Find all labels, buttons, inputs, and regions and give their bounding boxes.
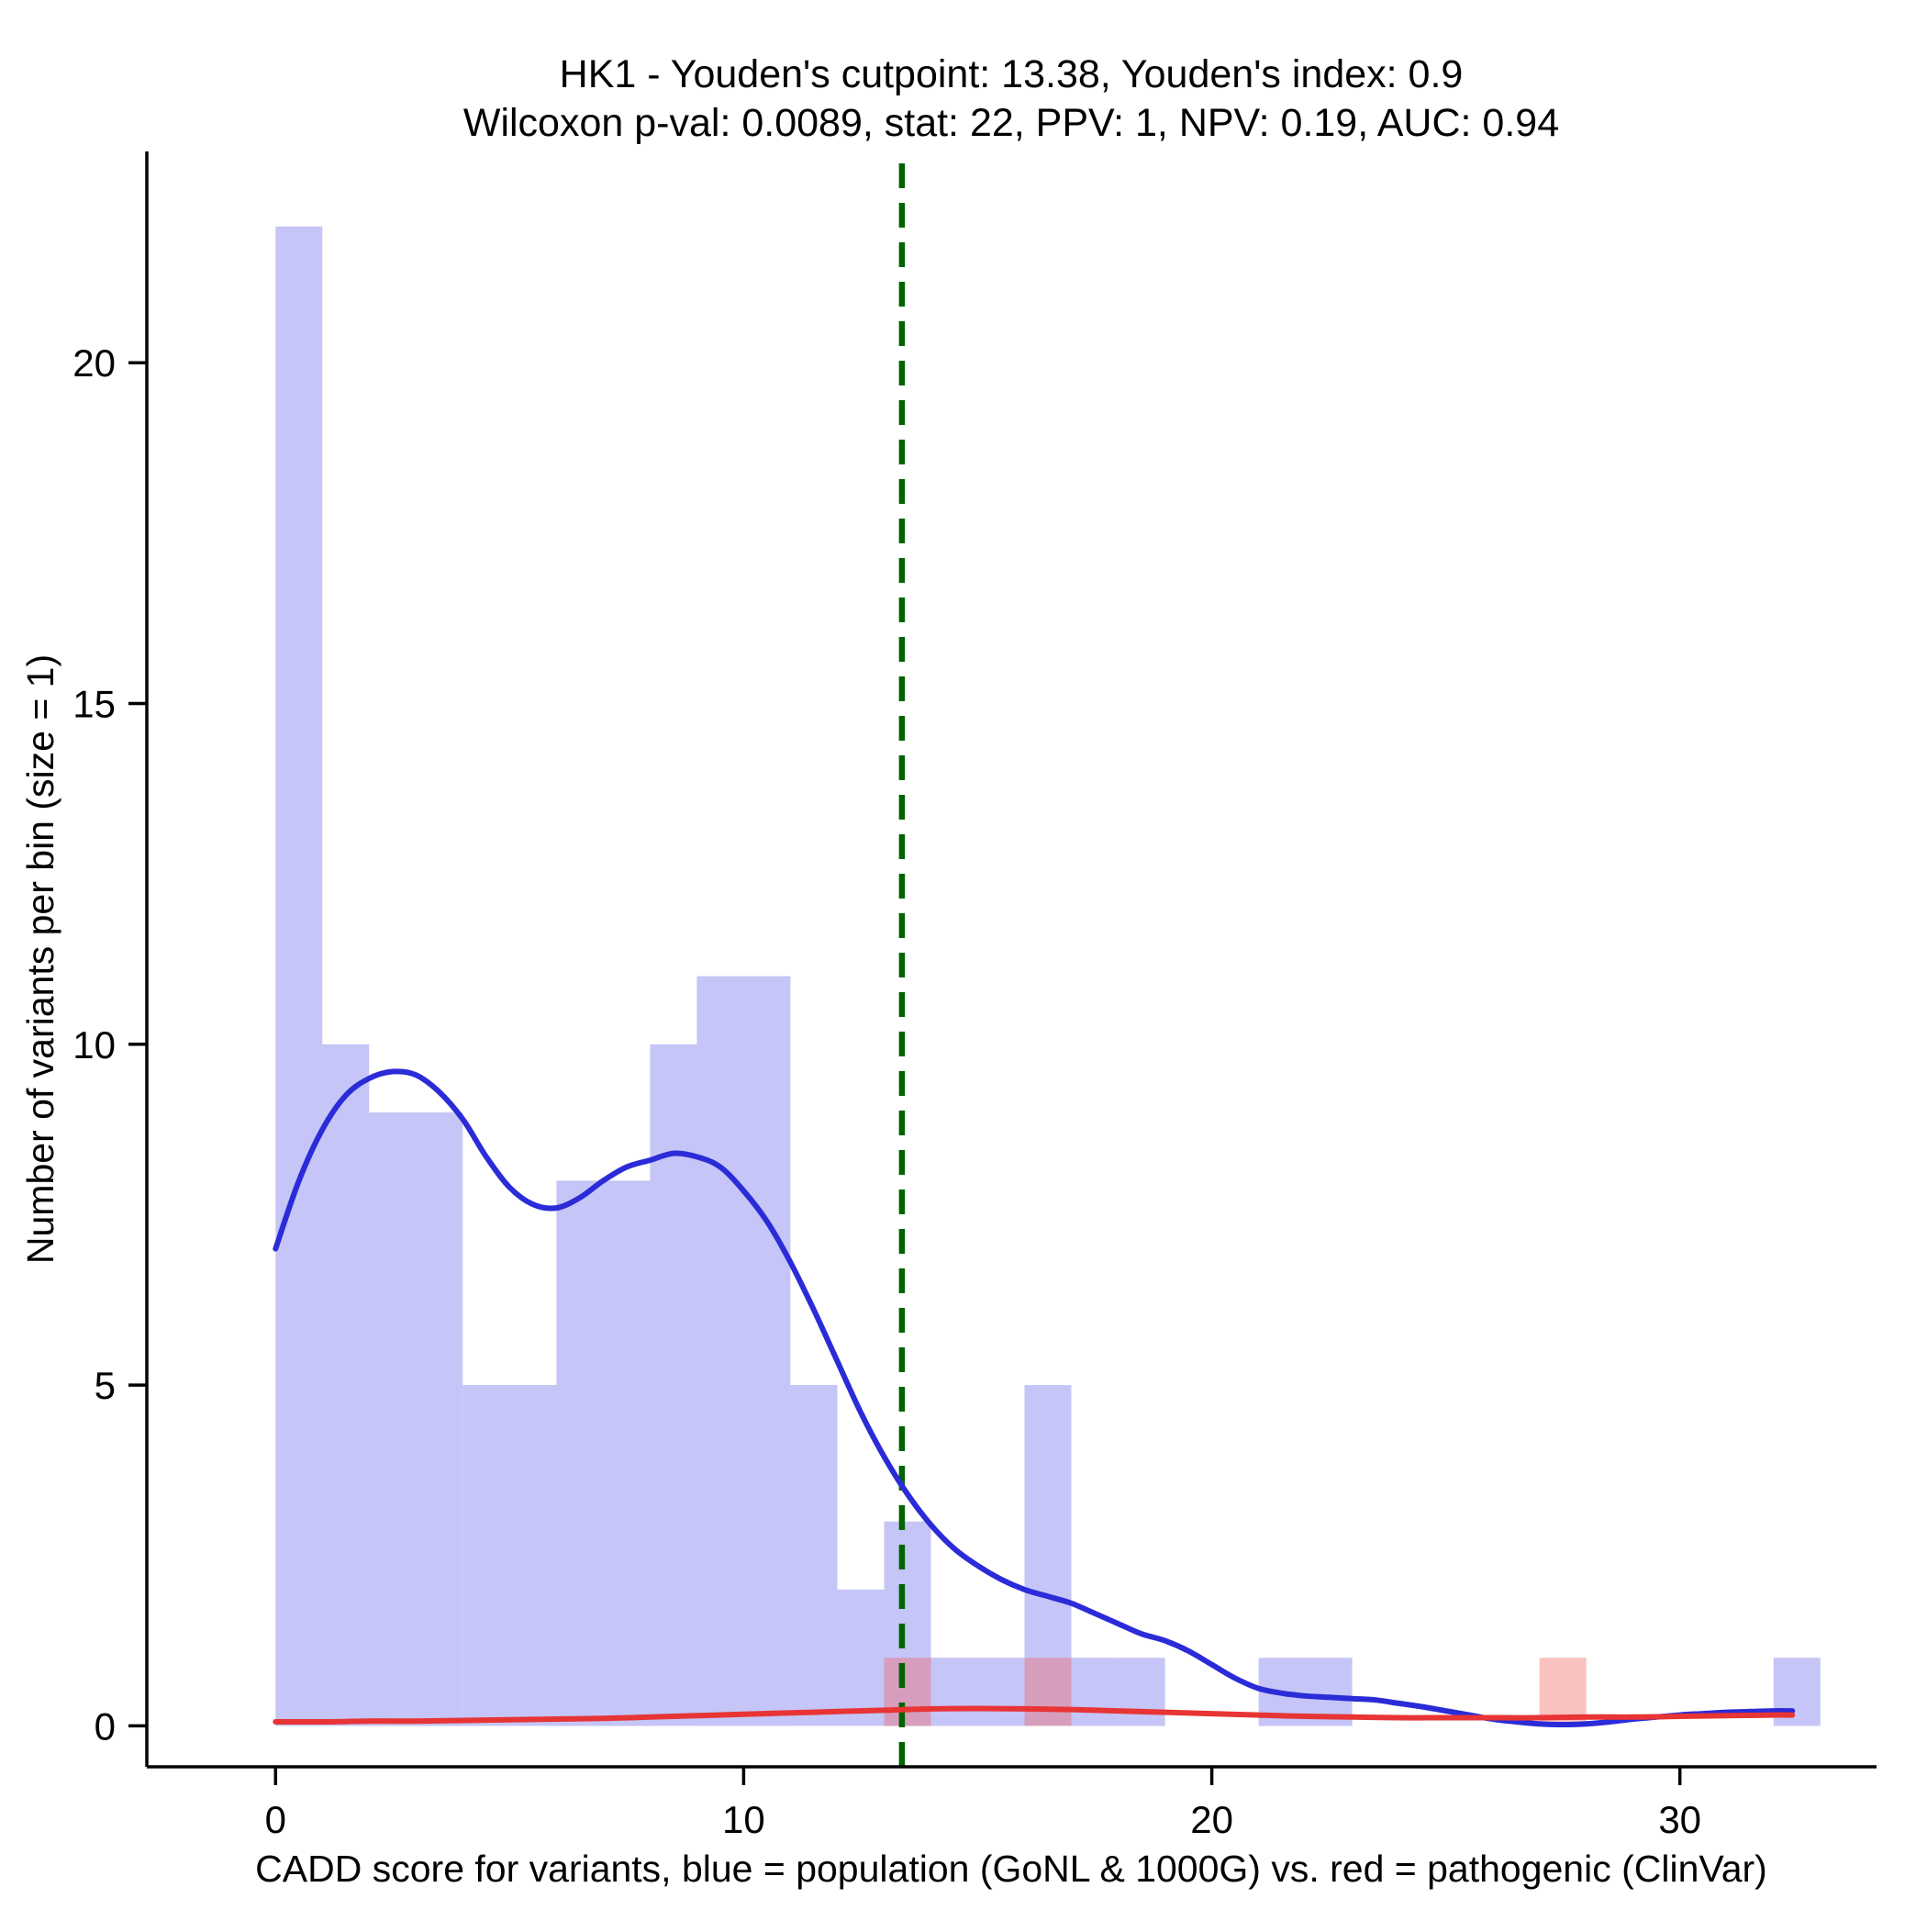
histogram-bar-population (369, 1112, 417, 1726)
x-axis-title: CADD score for variants, blue = populati… (255, 1848, 1767, 1890)
histogram-bar-pathogenic (884, 1658, 931, 1726)
histogram-bar-population (322, 1044, 370, 1726)
histogram-bar-population (275, 226, 323, 1726)
histogram-bar-population (650, 1044, 697, 1726)
histogram-bar-population (1118, 1658, 1165, 1726)
chart-title-line-2: Wilcoxon p-val: 0.0089, stat: 22, PPV: 1… (463, 101, 1559, 145)
histogram-bar-population (1024, 1385, 1072, 1726)
plot-area: 0 5 10 15 20 0 10 20 30 (72, 151, 1877, 1841)
histogram-bar-population (416, 1112, 463, 1726)
y-axis-title: Number of variants per bin (size = 1) (19, 654, 61, 1264)
histogram-bar-population (1071, 1658, 1119, 1726)
histogram-bar-population (556, 1180, 604, 1726)
histogram-bar-pathogenic (1024, 1658, 1072, 1726)
y-axis-tick-label: 20 (72, 341, 116, 385)
y-axis-tick-label: 5 (95, 1364, 116, 1407)
histogram-bar-population (930, 1658, 978, 1726)
histogram-bar-population (743, 976, 791, 1726)
x-axis-tick-label: 10 (722, 1798, 765, 1841)
y-axis-tick-label: 10 (72, 1023, 116, 1067)
x-axis-tick-label: 30 (1658, 1798, 1701, 1841)
histogram-bar-population (790, 1385, 838, 1726)
density-curve-population (273, 1068, 1796, 1727)
histogram-bar-population (837, 1589, 885, 1726)
histogram-bar-population (603, 1180, 651, 1726)
x-axis-tick-label: 20 (1190, 1798, 1233, 1841)
density-curve-pathogenic (273, 1705, 1796, 1725)
chart-title-line-1: HK1 - Youden's cutpoint: 13.38, Youden's… (560, 52, 1464, 96)
y-axis-tick-label: 0 (95, 1704, 116, 1748)
y-axis-tick-label: 15 (72, 683, 116, 726)
x-axis-tick-label: 0 (265, 1798, 286, 1841)
histogram-bar-population (884, 1521, 931, 1726)
histogram-bar-population (509, 1385, 557, 1726)
histogram-bar-population (977, 1658, 1025, 1726)
histogram-bar-population (696, 976, 744, 1726)
histogram-bar-population (462, 1385, 510, 1726)
